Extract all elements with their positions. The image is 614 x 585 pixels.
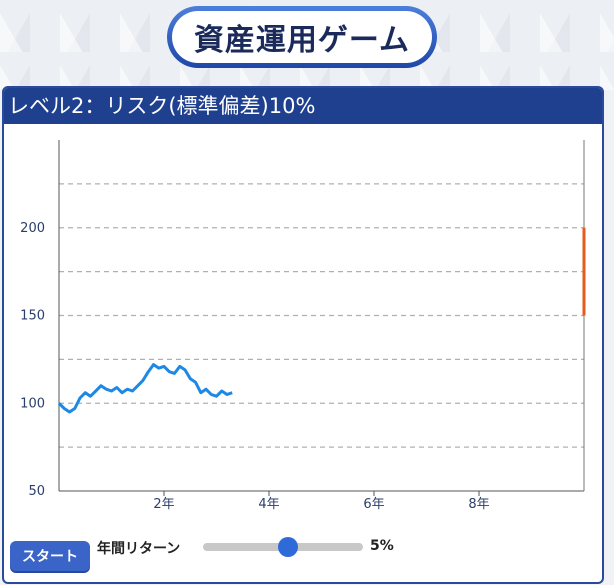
grid <box>59 183 584 448</box>
y-tick-label: 150 <box>20 309 45 324</box>
title-banner: 資産運用ゲーム <box>167 6 437 68</box>
slider-thumb[interactable] <box>277 537 298 557</box>
annual-return-value: 5% <box>370 538 394 554</box>
asset-value-line <box>57 363 233 414</box>
y-tick-label: 100 <box>20 396 45 411</box>
y-tick-label: 200 <box>20 221 45 236</box>
annual-return-slider[interactable] <box>203 537 363 557</box>
x-tick-label: 2年 <box>153 497 174 512</box>
game-title: 資産運用ゲーム <box>172 11 432 63</box>
x-tick-label: 8年 <box>468 497 489 512</box>
control-bar: スタート 年間リターン 5% <box>10 537 605 573</box>
x-tick-label: 4年 <box>258 497 279 512</box>
y-tick-label: 50 <box>28 484 45 499</box>
x-tick-label: 6年 <box>363 497 384 512</box>
start-button[interactable]: スタート <box>10 541 90 571</box>
annual-return-label: 年間リターン <box>97 541 181 557</box>
x-tick-labels: 2年 4年 6年 8年 <box>153 491 490 512</box>
y-tick-labels: 50 100 150 200 <box>20 221 45 499</box>
level-header: レベル2：リスク(標準偏差)10% <box>4 88 602 124</box>
game-panel: レベル2：リスク(標準偏差)10% <box>2 86 604 584</box>
